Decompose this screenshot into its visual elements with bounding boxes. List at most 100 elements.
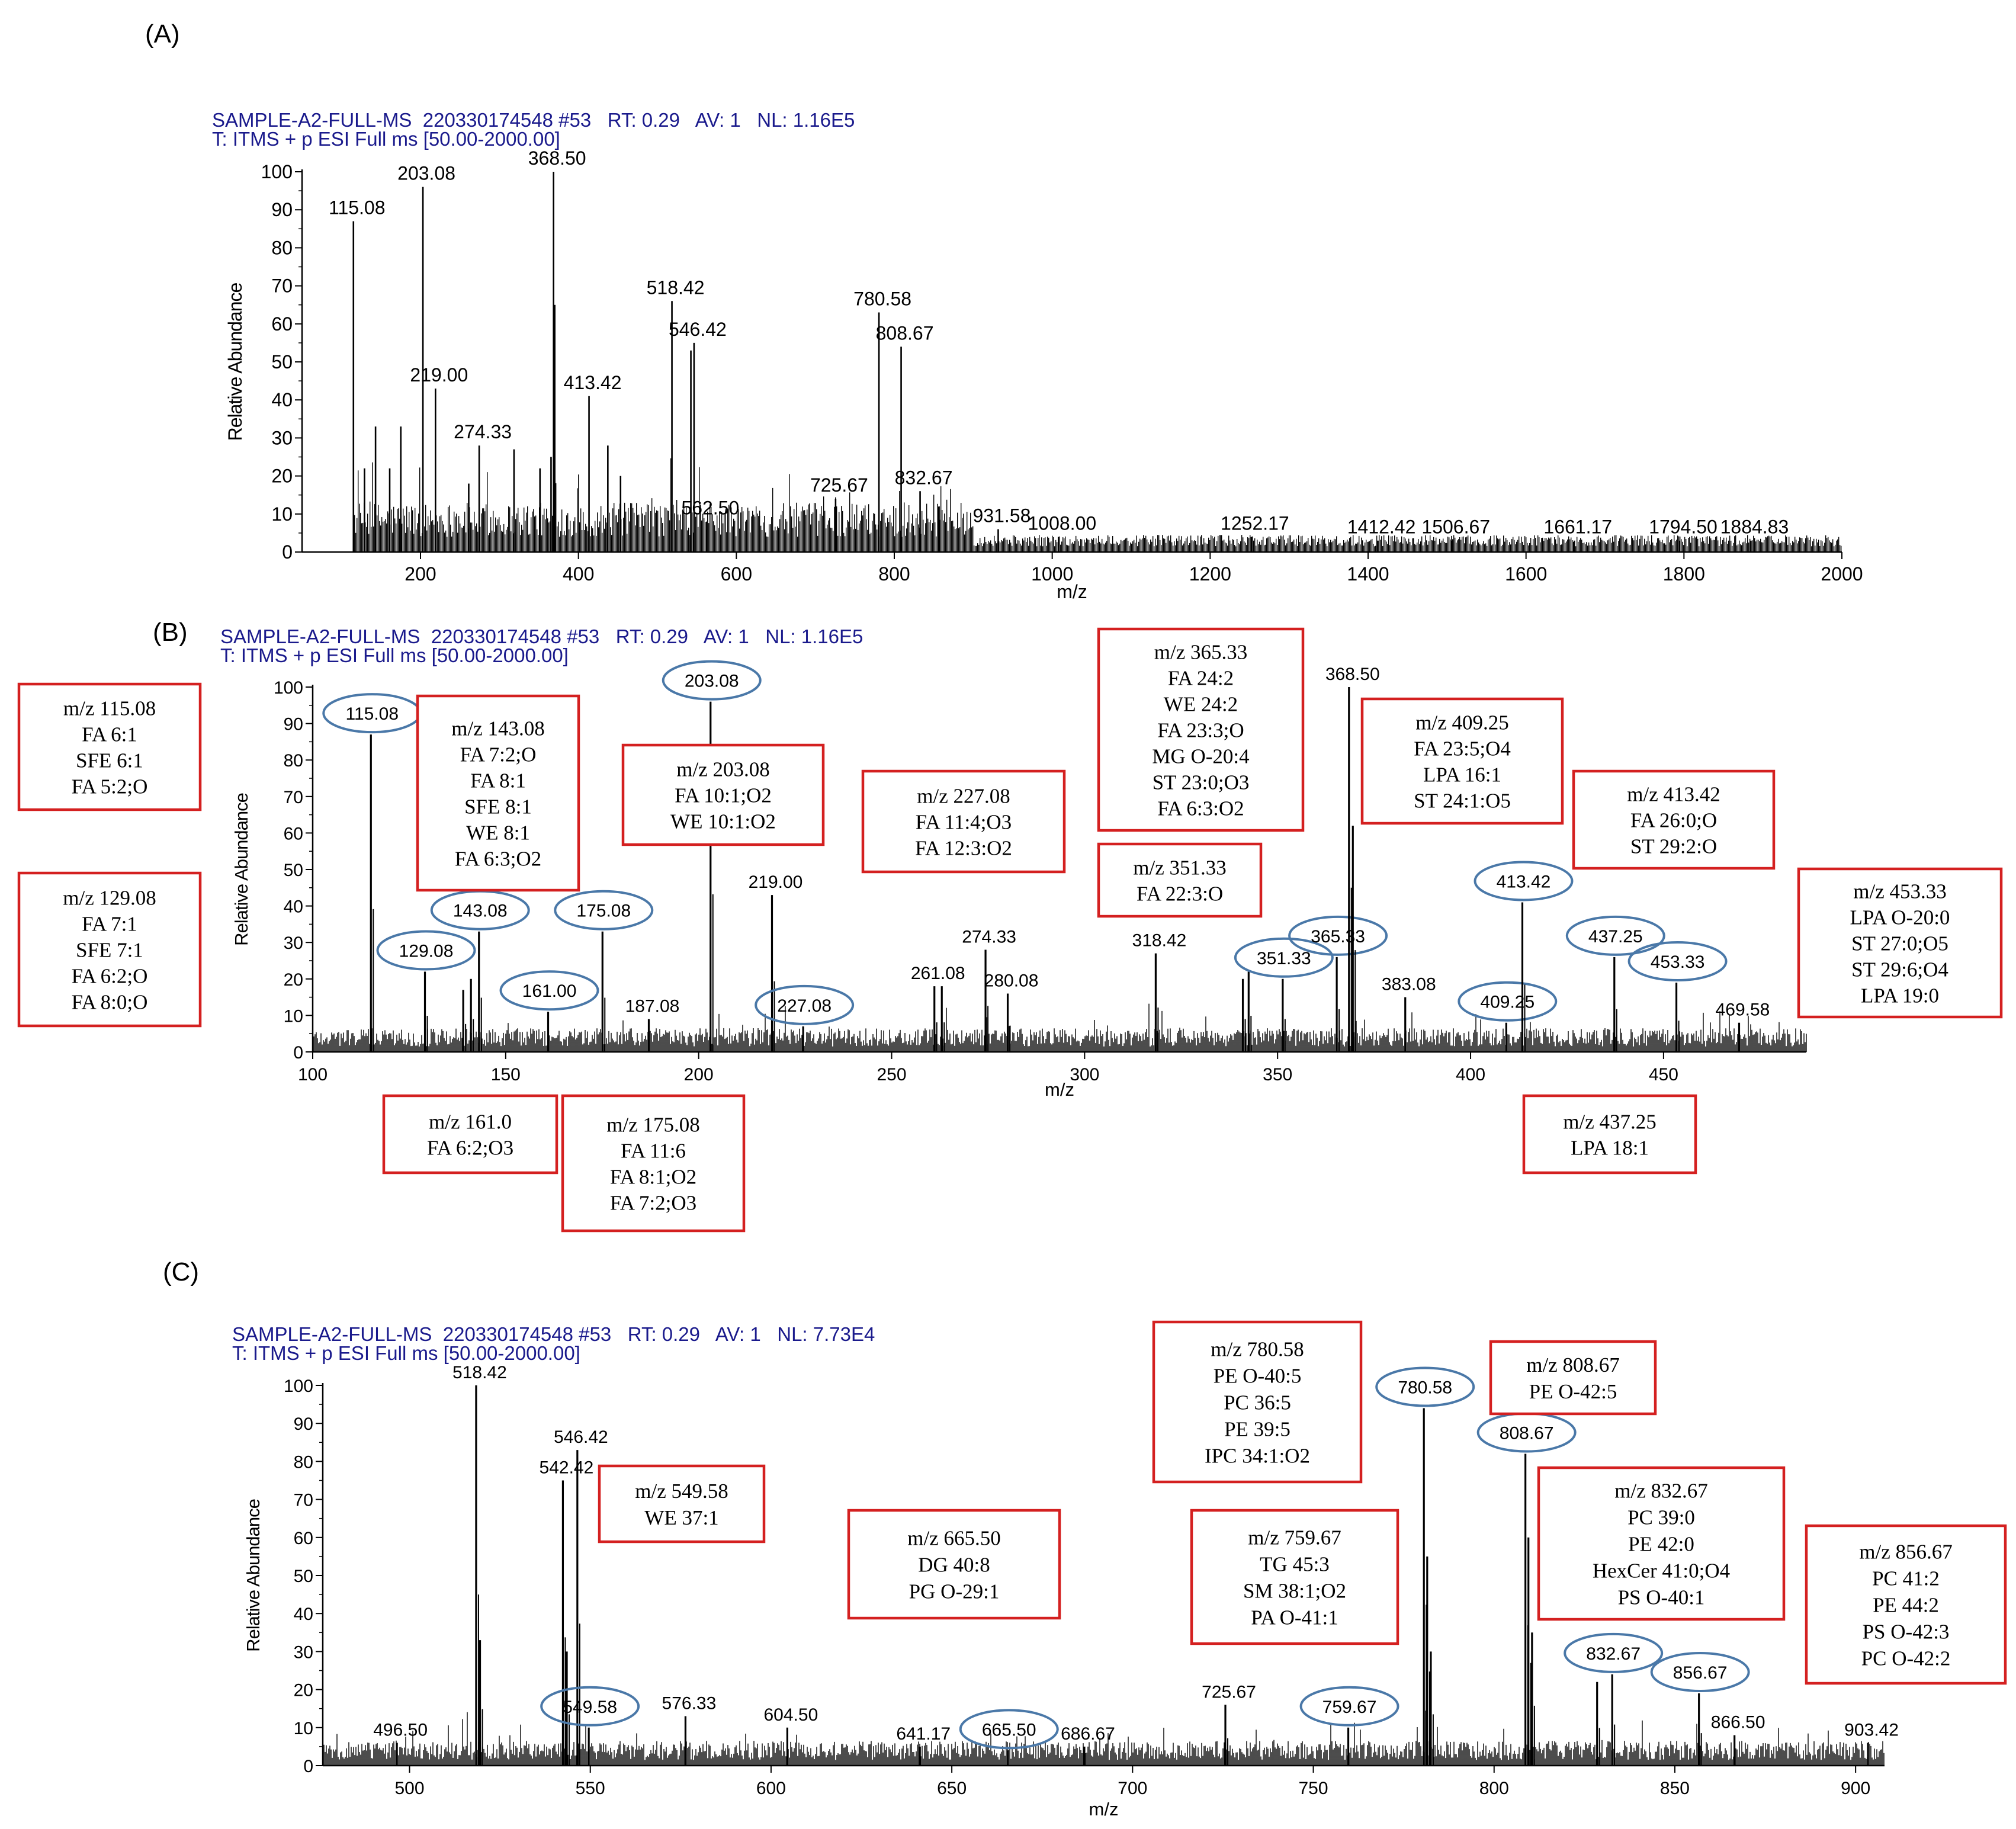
y-tick-label: 90 <box>271 199 293 220</box>
peak-label: 542.42 <box>540 1458 594 1478</box>
y-tick-label: 70 <box>271 275 293 297</box>
peak-circle-label: 759.67 <box>1322 1698 1377 1717</box>
panel-c-header-line2: T: ITMS + p ESI Full ms [50.00-2000.00] <box>232 1342 580 1364</box>
x-axis-label: m/z <box>1089 1799 1119 1820</box>
panel-a-header-line1: SAMPLE-A2-FULL-MS 220330174548 #53 RT: 0… <box>212 109 855 131</box>
annotation-lipid: PE 44:2 <box>1873 1594 1939 1617</box>
peak-label: 546.42 <box>669 319 727 340</box>
y-tick-label: 20 <box>271 466 293 487</box>
annotation-lipid: LPA 18:1 <box>1571 1136 1649 1159</box>
y-tick-label: 80 <box>294 1452 313 1472</box>
annotation-lipid: FA 23:5;O4 <box>1414 737 1511 760</box>
y-tick-label: 10 <box>271 503 293 525</box>
annotation-lipid: PC 39:0 <box>1627 1506 1695 1529</box>
y-tick-label: 40 <box>271 389 293 410</box>
peak-circle <box>1288 915 1388 956</box>
x-tick-label: 600 <box>721 563 752 585</box>
x-tick-label: 150 <box>491 1065 521 1084</box>
peak-label: 562.50 <box>681 498 739 519</box>
annotation-lipid: FA 7:2;O3 <box>610 1191 696 1214</box>
peak-label: 219.00 <box>410 364 468 386</box>
annotation-mz: m/z 453.33 <box>1853 880 1946 903</box>
chart-b: 0 10 20 30 40 50 60 70 80 90 100 100 150 200 250 300 350… <box>231 660 1807 1100</box>
annotation-lipid: FA 11:6 <box>621 1139 686 1162</box>
peak-label: 725.67 <box>1202 1682 1256 1702</box>
y-tick-label: 0 <box>282 541 293 563</box>
x-tick-label: 1200 <box>1189 563 1231 585</box>
y-tick-label: 50 <box>294 1567 313 1586</box>
annotation-box <box>1097 627 1305 832</box>
x-tick-label: 1600 <box>1505 563 1547 585</box>
annotation-box <box>1097 842 1263 918</box>
peak-circle <box>540 1686 640 1727</box>
peak-label: 274.33 <box>962 928 1016 947</box>
peak-circle-label: 175.08 <box>576 901 631 921</box>
y-tick-label: 0 <box>303 1757 313 1776</box>
annotation-lipid: LPA 19:0 <box>1861 984 1939 1007</box>
annotation-lipid: PE 42:0 <box>1628 1533 1694 1556</box>
peak-label: 866.50 <box>1711 1713 1765 1732</box>
annotation-lipid: PC 41:2 <box>1872 1567 1940 1590</box>
annotation-mz: m/z 665.50 <box>907 1527 1000 1550</box>
peak-circle <box>1565 915 1665 956</box>
annotation-box <box>1805 1524 2007 1685</box>
annotation-lipid: FA 11:4;O3 <box>916 810 1012 833</box>
y-axis-label: Relative Abundance <box>224 283 246 441</box>
panel-c: (C) SAMPLE-A2-FULL-MS 220330174548 #53 R… <box>163 1257 2007 1820</box>
annotation-lipid: SM 38:1;O2 <box>1243 1580 1346 1603</box>
annotation-lipid: FA 6:3:O2 <box>1157 797 1244 820</box>
x-tick-label: 250 <box>877 1065 906 1084</box>
peak-circle <box>376 930 476 971</box>
peak-circle-label: 453.33 <box>1651 952 1705 972</box>
peak-label: 203.08 <box>397 163 455 184</box>
annotation-lipid: MG O-20:4 <box>1152 745 1249 768</box>
annotation-lipid: DG 40:8 <box>918 1554 990 1577</box>
peak-circle-label: 549.58 <box>563 1698 617 1717</box>
y-tick-label: 90 <box>294 1414 313 1434</box>
peak-label: 496.50 <box>373 1720 428 1740</box>
x-tick-label: 800 <box>1479 1779 1509 1798</box>
x-tick-label: 850 <box>1660 1779 1690 1798</box>
annotation-lipid: FA 6:1 <box>82 723 137 746</box>
annotation-lipid: FA 8:1 <box>470 769 526 792</box>
peak-label: 903.42 <box>1844 1720 1899 1740</box>
peak-circle <box>755 984 855 1025</box>
annotation-box <box>1522 1094 1697 1175</box>
y-tick-label: 100 <box>284 1376 313 1396</box>
peak-circle-label: 437.25 <box>1588 927 1643 946</box>
y-tick-label: 70 <box>284 788 303 807</box>
x-tick-label: 200 <box>684 1065 714 1084</box>
annotation-box <box>847 1509 1061 1620</box>
peak-circle <box>554 890 654 930</box>
annotation-lipid: ST 29:6;O4 <box>1851 958 1948 981</box>
y-tick-label: 50 <box>271 351 293 373</box>
annotation-lipid: PS O-40:1 <box>1618 1586 1705 1609</box>
peak-circle <box>959 1709 1059 1750</box>
annotation-box <box>17 871 202 1028</box>
annotation-lipid: FA 10:1;O2 <box>675 784 772 807</box>
annotation-box <box>1360 697 1564 825</box>
annotation-mz: m/z 161.0 <box>429 1110 512 1133</box>
annotation-mz: m/z 549.58 <box>635 1480 728 1503</box>
x-tick-label: 100 <box>298 1065 328 1084</box>
annotation-mz: m/z 759.67 <box>1248 1526 1341 1549</box>
peak-label: 1794.50 <box>1649 516 1718 538</box>
annotation-box <box>861 769 1066 874</box>
annotation-lipid: ST 23:0;O3 <box>1153 771 1250 794</box>
panel-b-header-line2: T: ITMS + p ESI Full ms [50.00-2000.00] <box>220 644 569 666</box>
peak-label: 469.58 <box>1716 1000 1770 1020</box>
y-tick-label: 70 <box>294 1491 313 1510</box>
x-tick-label: 450 <box>1649 1065 1678 1084</box>
annotation-mz: m/z 832.67 <box>1614 1480 1707 1503</box>
peak-label: 1506.67 <box>1421 516 1490 538</box>
peak-label: 1252.17 <box>1221 512 1289 534</box>
y-tick-label: 60 <box>284 824 303 843</box>
annotation-lipid: FA 5:2;O <box>72 775 148 798</box>
x-tick-label: 600 <box>756 1779 786 1798</box>
annotation-lipid: WE 37:1 <box>644 1506 718 1529</box>
x-tick-label: 400 <box>1456 1065 1485 1084</box>
annotation-box <box>598 1464 766 1544</box>
peak-circle-label: 227.08 <box>777 996 832 1016</box>
annotation-mz: m/z 413.42 <box>1627 782 1720 806</box>
annotation-lipid: WE 10:1:O2 <box>670 810 776 833</box>
